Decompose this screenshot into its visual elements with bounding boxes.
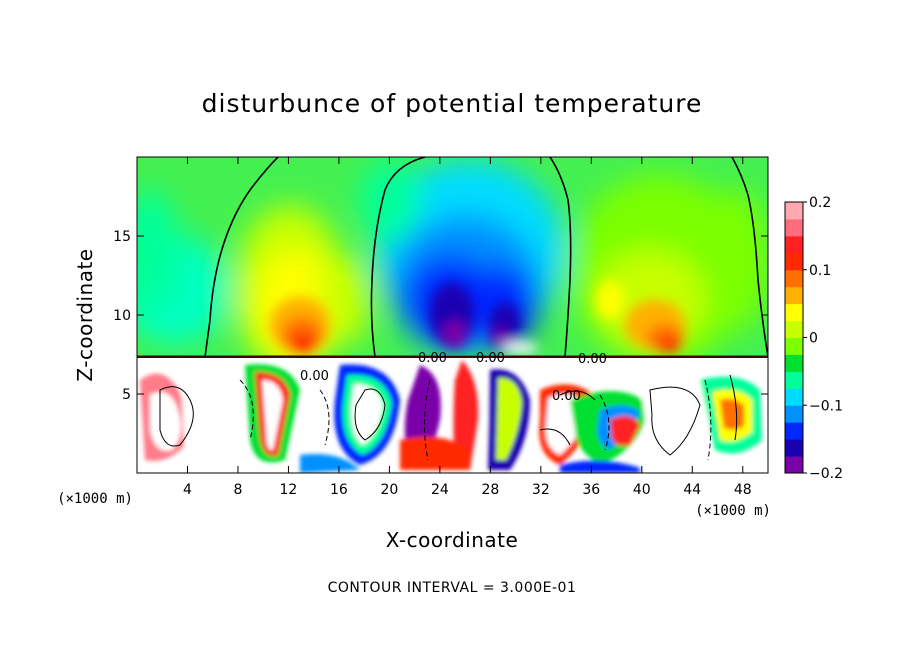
colorbar-swatch: [785, 405, 803, 423]
y-tick-label: 15: [113, 229, 131, 245]
colorbar-swatch: [785, 303, 803, 322]
x-tick-label: 44: [683, 482, 701, 498]
x-unit-left: (×1000 m): [57, 491, 133, 507]
colorbar-swatch: [785, 354, 803, 372]
colorbar-swatch: [785, 286, 803, 305]
colorbar-swatch: [785, 202, 803, 220]
chart-title: disturbunce of potential temperature: [202, 89, 703, 118]
lower-layer-field: [140, 360, 762, 473]
colorbar-swatch: [785, 456, 803, 474]
x-tick-label: 16: [330, 482, 348, 498]
colorbar-tick-label: −0.1: [809, 398, 843, 414]
x-unit-right: (×1000 m): [695, 503, 771, 519]
colorbar-tick-label: 0: [809, 331, 818, 347]
colorbar: 0.2 0.1 0 −0.1 −0.2: [784, 195, 843, 482]
colorbar-swatch: [785, 269, 803, 288]
contour-label: 0.00: [418, 351, 447, 366]
colorbar-swatch: [785, 422, 803, 440]
contour-lines-lower: [159, 374, 738, 461]
x-tick-label: 28: [481, 482, 499, 498]
x-axis-label: X-coordinate: [386, 528, 519, 552]
y-axis: 5 10 15: [113, 229, 768, 403]
contour-label: 0.00: [578, 352, 607, 367]
colorbar-tick-label: 0.2: [809, 195, 831, 211]
upper-layer-field: [137, 160, 768, 375]
contour-interval-note: CONTOUR INTERVAL = 3.000E-01: [328, 580, 577, 596]
y-tick-label: 10: [113, 308, 131, 324]
upper-layer-cores: [270, 280, 685, 354]
y-tick-label: 5: [122, 387, 131, 403]
colorbar-swatch: [785, 337, 803, 355]
colorbar-swatch: [785, 218, 803, 237]
colorbar-swatch: [785, 439, 803, 457]
colorbar-tick-label: 0.1: [809, 263, 831, 279]
x-tick-label: 4: [183, 482, 192, 498]
x-tick-label: 8: [233, 482, 242, 498]
x-tick-label: 32: [532, 482, 550, 498]
x-tick-label: 36: [582, 482, 600, 498]
colorbar-swatch: [785, 371, 803, 389]
x-axis: 4 8 12 16 20 24 28 32 36 40 44 48: [183, 157, 752, 498]
contour-label: 0.00: [300, 369, 329, 384]
x-tick-label: 48: [734, 482, 752, 498]
colorbar-swatch: [785, 235, 803, 254]
y-axis-label: Z-coordinate: [73, 248, 97, 381]
colorbar-swatch: [785, 388, 803, 406]
contour-lines-upper: [137, 157, 768, 358]
colorbar-swatch: [785, 252, 803, 271]
x-tick-label: 24: [431, 482, 449, 498]
x-tick-label: 12: [280, 482, 298, 498]
x-tick-label: 40: [633, 482, 651, 498]
contour-labels: 0.00 0.00 0.00 0.00 0.00: [300, 351, 607, 404]
x-tick-label: 20: [380, 482, 398, 498]
contour-label: 0.00: [476, 351, 505, 366]
contour-label: 0.00: [552, 389, 581, 404]
colorbar-tick-label: −0.2: [809, 466, 843, 482]
colorbar-swatch: [785, 320, 803, 338]
heatmap-plot-area: 0.00 0.00 0.00 0.00 0.00: [137, 157, 768, 473]
